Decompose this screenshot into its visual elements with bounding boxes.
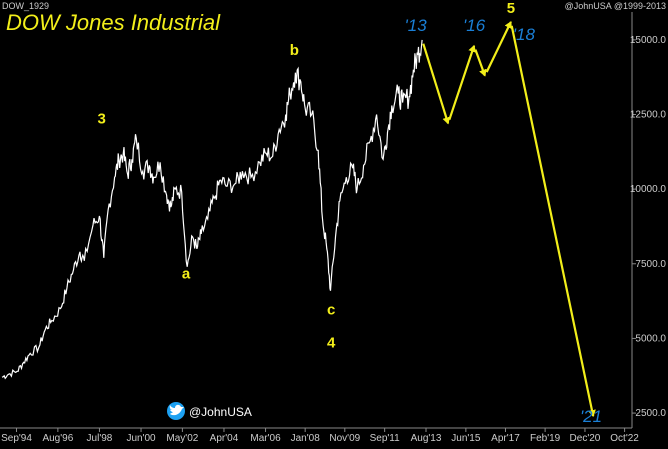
y-tick-label: 5000.0 (635, 333, 666, 344)
x-tick-label: Feb'19 (530, 433, 561, 444)
y-tick-label: 10000.0 (630, 184, 667, 195)
forecast-path (422, 21, 596, 418)
y-tick-label: 7500.0 (635, 259, 666, 270)
x-tick-label: May'02 (166, 433, 198, 444)
price-series (1, 39, 423, 380)
watermark-handle: @JohnUSA (189, 405, 252, 419)
wave-label: b (290, 42, 299, 59)
x-tick-label: Jul'98 (87, 433, 113, 444)
x-tick-label: Nov'09 (329, 433, 360, 444)
wave-label: 4 (327, 334, 336, 351)
forecast-arrow (485, 21, 512, 73)
price-line (1, 39, 423, 380)
y-tick-label: 12500.0 (630, 110, 667, 121)
watermark: @JohnUSA (167, 402, 252, 420)
x-tick-label: Aug'96 (42, 433, 73, 444)
x-tick-label: Sep'11 (370, 433, 401, 444)
x-tick-label: Dec'20 (570, 433, 601, 444)
forecast-arrow (474, 49, 487, 77)
x-tick-label: Oct'22 (610, 433, 639, 444)
symbol-label: DOW_1929 (2, 1, 49, 11)
credit-label: @JohnUSA @1999-2013 (565, 1, 666, 11)
y-axis: 2500.0 5000.0 7500.0 10000.0 12500.0 15000.0 (630, 35, 667, 419)
y-tick-label: 15000.0 (630, 35, 667, 46)
forecast-arrow (510, 25, 596, 418)
wave-labels: 3 a b c 4 5 '13 '16 '18 '21 (97, 0, 602, 426)
x-tick-label: Mar'06 (250, 433, 281, 444)
x-tick-label: Apr'17 (491, 433, 520, 444)
x-tick-label: Apr'04 (210, 433, 239, 444)
x-axis: Sep'94 Aug'96 Jul'98 Jun'00 May'02 Apr'04 Mar'… (1, 428, 639, 444)
chart-title: DOW Jones Industrial (6, 10, 221, 35)
y-tick-label: 2500.0 (635, 408, 666, 419)
twitter-bird-icon (167, 402, 185, 420)
wave-label: c (327, 302, 335, 319)
x-tick-label: Jun'15 (451, 433, 481, 444)
x-tick-label: Aug'13 (411, 433, 442, 444)
wave-label: a (182, 266, 191, 283)
forecast-year-label: '18 (513, 25, 536, 44)
forecast-year-label: '16 (463, 16, 486, 35)
x-tick-label: Sep'94 (1, 433, 32, 444)
forecast-arrow (448, 44, 476, 121)
wave-label: 5 (507, 0, 515, 17)
x-tick-label: Jun'00 (126, 433, 156, 444)
x-tick-label: Jan'08 (291, 433, 321, 444)
forecast-year-label: '21 (580, 407, 602, 426)
forecast-arrow (422, 43, 451, 125)
forecast-year-label: '13 (405, 16, 428, 35)
wave-label: 3 (97, 110, 105, 127)
